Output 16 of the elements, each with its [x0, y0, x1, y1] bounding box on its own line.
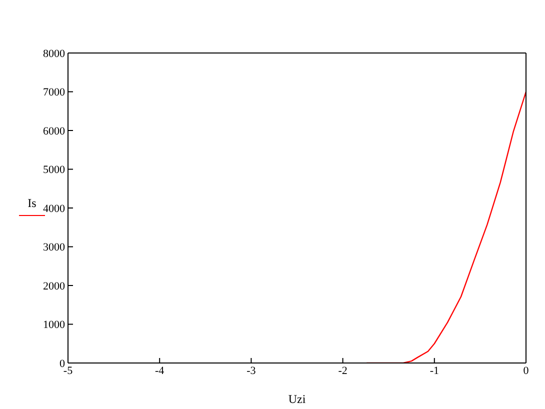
x-tick-label: -1 — [430, 364, 439, 377]
y-tick-label: 7000 — [43, 86, 66, 99]
text: Is — [28, 196, 36, 210]
y-tick-label: 5000 — [43, 164, 66, 176]
x-tick-label: 0 — [523, 364, 530, 377]
y-tick-label: 8000 — [43, 48, 66, 60]
x-axis-title: Uzi — [288, 392, 306, 406]
x-tick-label: -5 — [63, 364, 74, 377]
y-tick-label: 3000 — [43, 242, 66, 254]
y-tick-label: 2000 — [43, 280, 66, 292]
y-tick-label: 6000 — [43, 125, 66, 138]
x-tick-label: -2 — [338, 364, 348, 377]
y-tick-label: 4000 — [43, 202, 66, 215]
x-tick-label: -3 — [246, 364, 256, 377]
y-tick-label: 1000 — [43, 319, 66, 332]
x-tick-label: -4 — [155, 364, 165, 377]
